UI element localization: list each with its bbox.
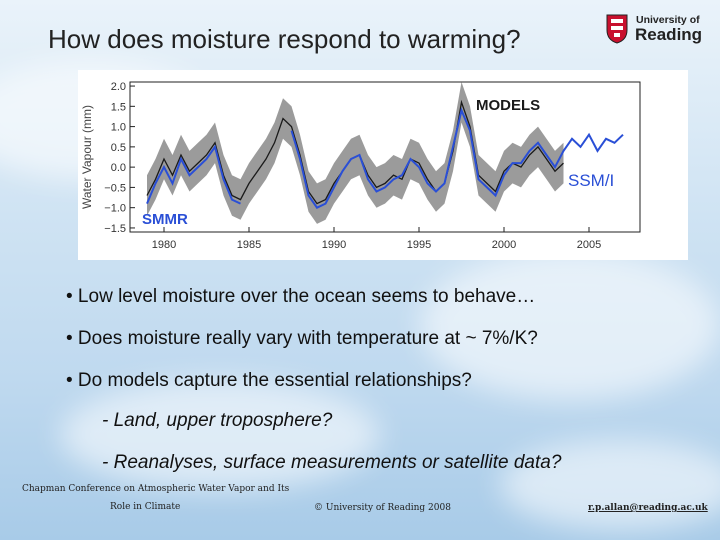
x-tick-label: 1990 xyxy=(322,239,346,251)
bullet-item-3: • Do models capture the essential relati… xyxy=(66,370,472,391)
x-tick-label: 1985 xyxy=(237,239,261,251)
crest-icon xyxy=(606,14,628,44)
ssmi-line xyxy=(290,107,624,209)
y-tick-label: −0.5 xyxy=(104,182,126,194)
y-tick-label: 1.5 xyxy=(111,101,126,113)
y-axis-label: Water Vapour (mm) xyxy=(80,105,94,209)
footer-conference-line1: Chapman Conference on Atmospheric Water … xyxy=(22,484,290,494)
y-tick-label: 0.0 xyxy=(111,162,126,174)
footer-copyright: © University of Reading 2008 xyxy=(314,503,451,513)
footer-email-link[interactable]: r.p.allan@reading.ac.uk xyxy=(588,503,708,513)
logo-line1: University of xyxy=(636,14,700,26)
plot-frame xyxy=(129,81,641,233)
smmr-line xyxy=(146,144,241,205)
models-label: MODELS xyxy=(476,97,540,114)
bullet-item-1: • Low level moisture over the ocean seem… xyxy=(66,286,536,307)
x-tick-label: 1980 xyxy=(152,239,176,251)
x-tick-label: 2000 xyxy=(492,239,516,251)
chart-panel: −1.5 −1.0 −0.5 0.0 0.5 1.0 1.5 2.0 1980 1985 1990 1… xyxy=(78,70,688,260)
water-vapour-chart: −1.5 −1.0 −0.5 0.0 0.5 1.0 1.5 2.0 1980 1985 1990 1… xyxy=(80,81,641,251)
university-logo: University of Reading xyxy=(606,14,710,50)
sub-bullet-1: - Land, upper troposphere? xyxy=(102,410,333,431)
smmr-label: SMMR xyxy=(142,211,188,228)
y-tick-label: 1.0 xyxy=(111,122,126,134)
y-tick-label: 0.5 xyxy=(111,142,126,154)
y-tick-label: 2.0 xyxy=(111,81,126,93)
bullet-item-2: • Does moisture really vary with tempera… xyxy=(66,328,538,349)
ssmi-label: SSM/I xyxy=(568,171,614,190)
x-tick-label: 1995 xyxy=(407,239,431,251)
y-tick-label: −1.0 xyxy=(104,203,126,215)
logo-line2: Reading xyxy=(635,25,703,44)
y-tick-label: −1.5 xyxy=(104,223,126,235)
sub-bullet-2: - Reanalyses, surface measurements or sa… xyxy=(102,452,562,473)
x-tick-label: 2005 xyxy=(577,239,601,251)
footer-conference-line2: Role in Climate xyxy=(110,502,181,512)
slide-title: How does moisture respond to warming? xyxy=(48,24,521,54)
